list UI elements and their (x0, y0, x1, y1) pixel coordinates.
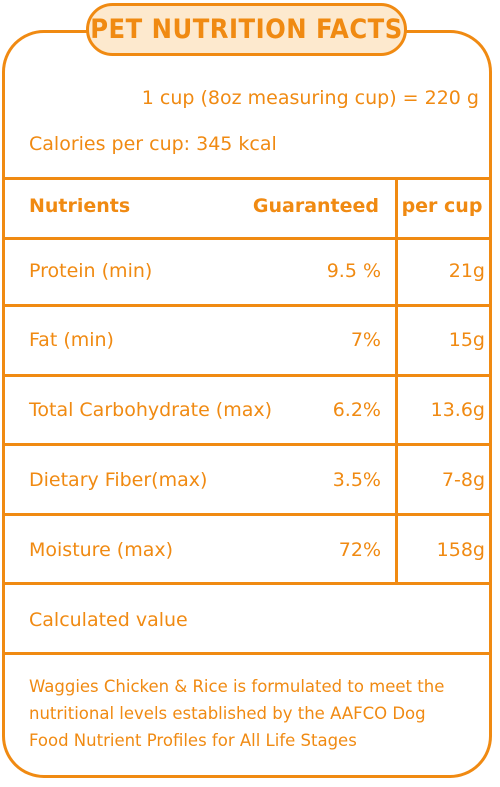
divider (5, 513, 489, 516)
nutrition-card: 1 cup (8oz measuring cup) = 220 g Calori… (2, 30, 492, 778)
row-guaranteed: 9.5 % (326, 260, 381, 282)
page-title: PET NUTRITION FACTS (90, 14, 403, 45)
header-per-cup: per cup (401, 195, 483, 217)
footer-note: Waggies Chicken & Rice is formulated to … (29, 677, 445, 750)
row-name: Protein (min) (29, 260, 153, 282)
divider (5, 304, 489, 307)
column-divider (395, 177, 398, 585)
divider (5, 177, 489, 180)
divider (5, 374, 489, 377)
divider (5, 652, 489, 655)
row-name: Fat (min) (29, 329, 114, 351)
row-name: Dietary Fiber(max) (29, 469, 208, 491)
row-per-cup: 21g (448, 260, 485, 282)
row-name: Total Carbohydrate (max) (29, 399, 273, 421)
divider (5, 443, 489, 446)
title-badge: PET NUTRITION FACTS (86, 3, 407, 56)
row-guaranteed: 72% (338, 539, 381, 561)
header-nutrients: Nutrients (29, 195, 131, 217)
calculated-value-label: Calculated value (29, 609, 188, 631)
row-per-cup: 7-8g (441, 469, 485, 491)
calories-per-cup: Calories per cup: 345 kcal (29, 133, 277, 155)
row-guaranteed: 6.2% (332, 399, 381, 421)
divider (5, 582, 489, 585)
row-per-cup: 158g (436, 539, 485, 561)
row-per-cup: 15g (448, 329, 485, 351)
row-guaranteed: 3.5% (332, 469, 381, 491)
row-guaranteed: 7% (350, 329, 381, 351)
divider (5, 237, 489, 240)
header-guaranteed: Guaranteed (252, 195, 379, 217)
row-name: Moisture (max) (29, 539, 174, 561)
serving-size: 1 cup (8oz measuring cup) = 220 g (141, 87, 479, 109)
row-per-cup: 13.6g (430, 399, 485, 421)
